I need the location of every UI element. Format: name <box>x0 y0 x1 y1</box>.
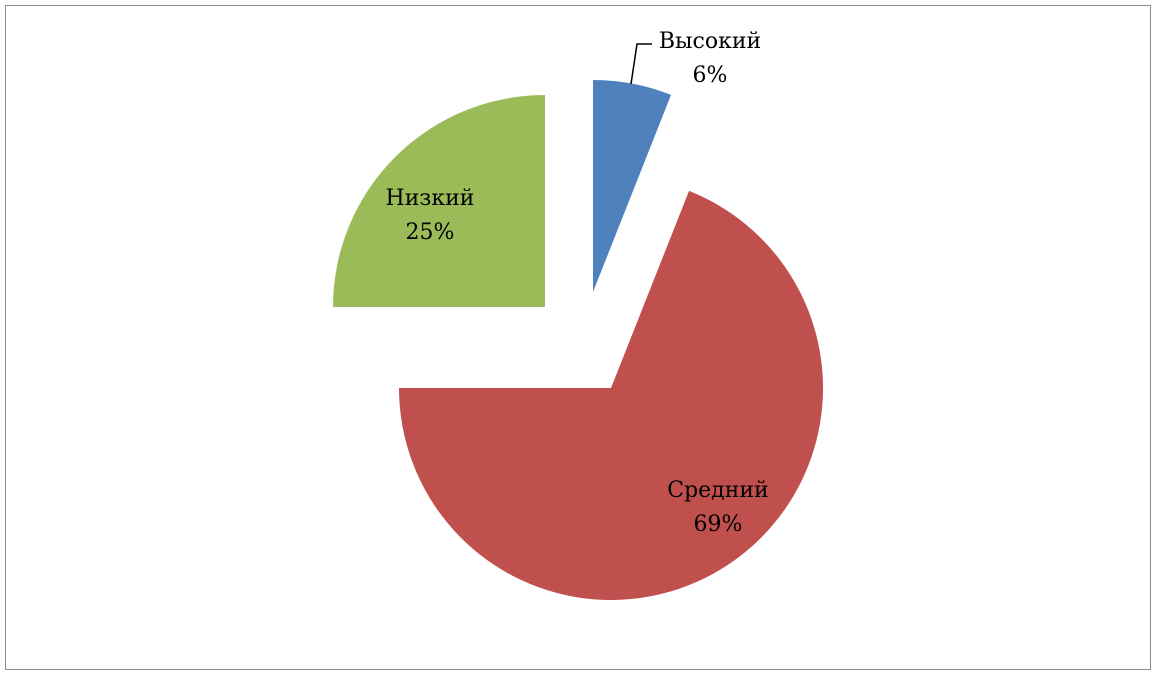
slice-label-percent: 69% <box>694 512 743 537</box>
slice-label-2: Средний 69% <box>667 478 768 537</box>
pie-slice-1 <box>593 80 672 292</box>
slice-label-percent: 25% <box>406 220 455 245</box>
slice-label-3: Низкий 25% <box>386 186 475 245</box>
slice-label-percent: 6% <box>693 63 728 88</box>
slice-label-name: Низкий <box>386 186 475 211</box>
slice-label-1: Высокий 6% <box>659 29 761 88</box>
pie-slice-2 <box>399 190 823 600</box>
slice-label-name: Средний <box>667 478 768 503</box>
pie-slice-3 <box>333 95 545 307</box>
leader-line <box>630 43 652 85</box>
slice-label-name: Высокий <box>659 29 761 54</box>
